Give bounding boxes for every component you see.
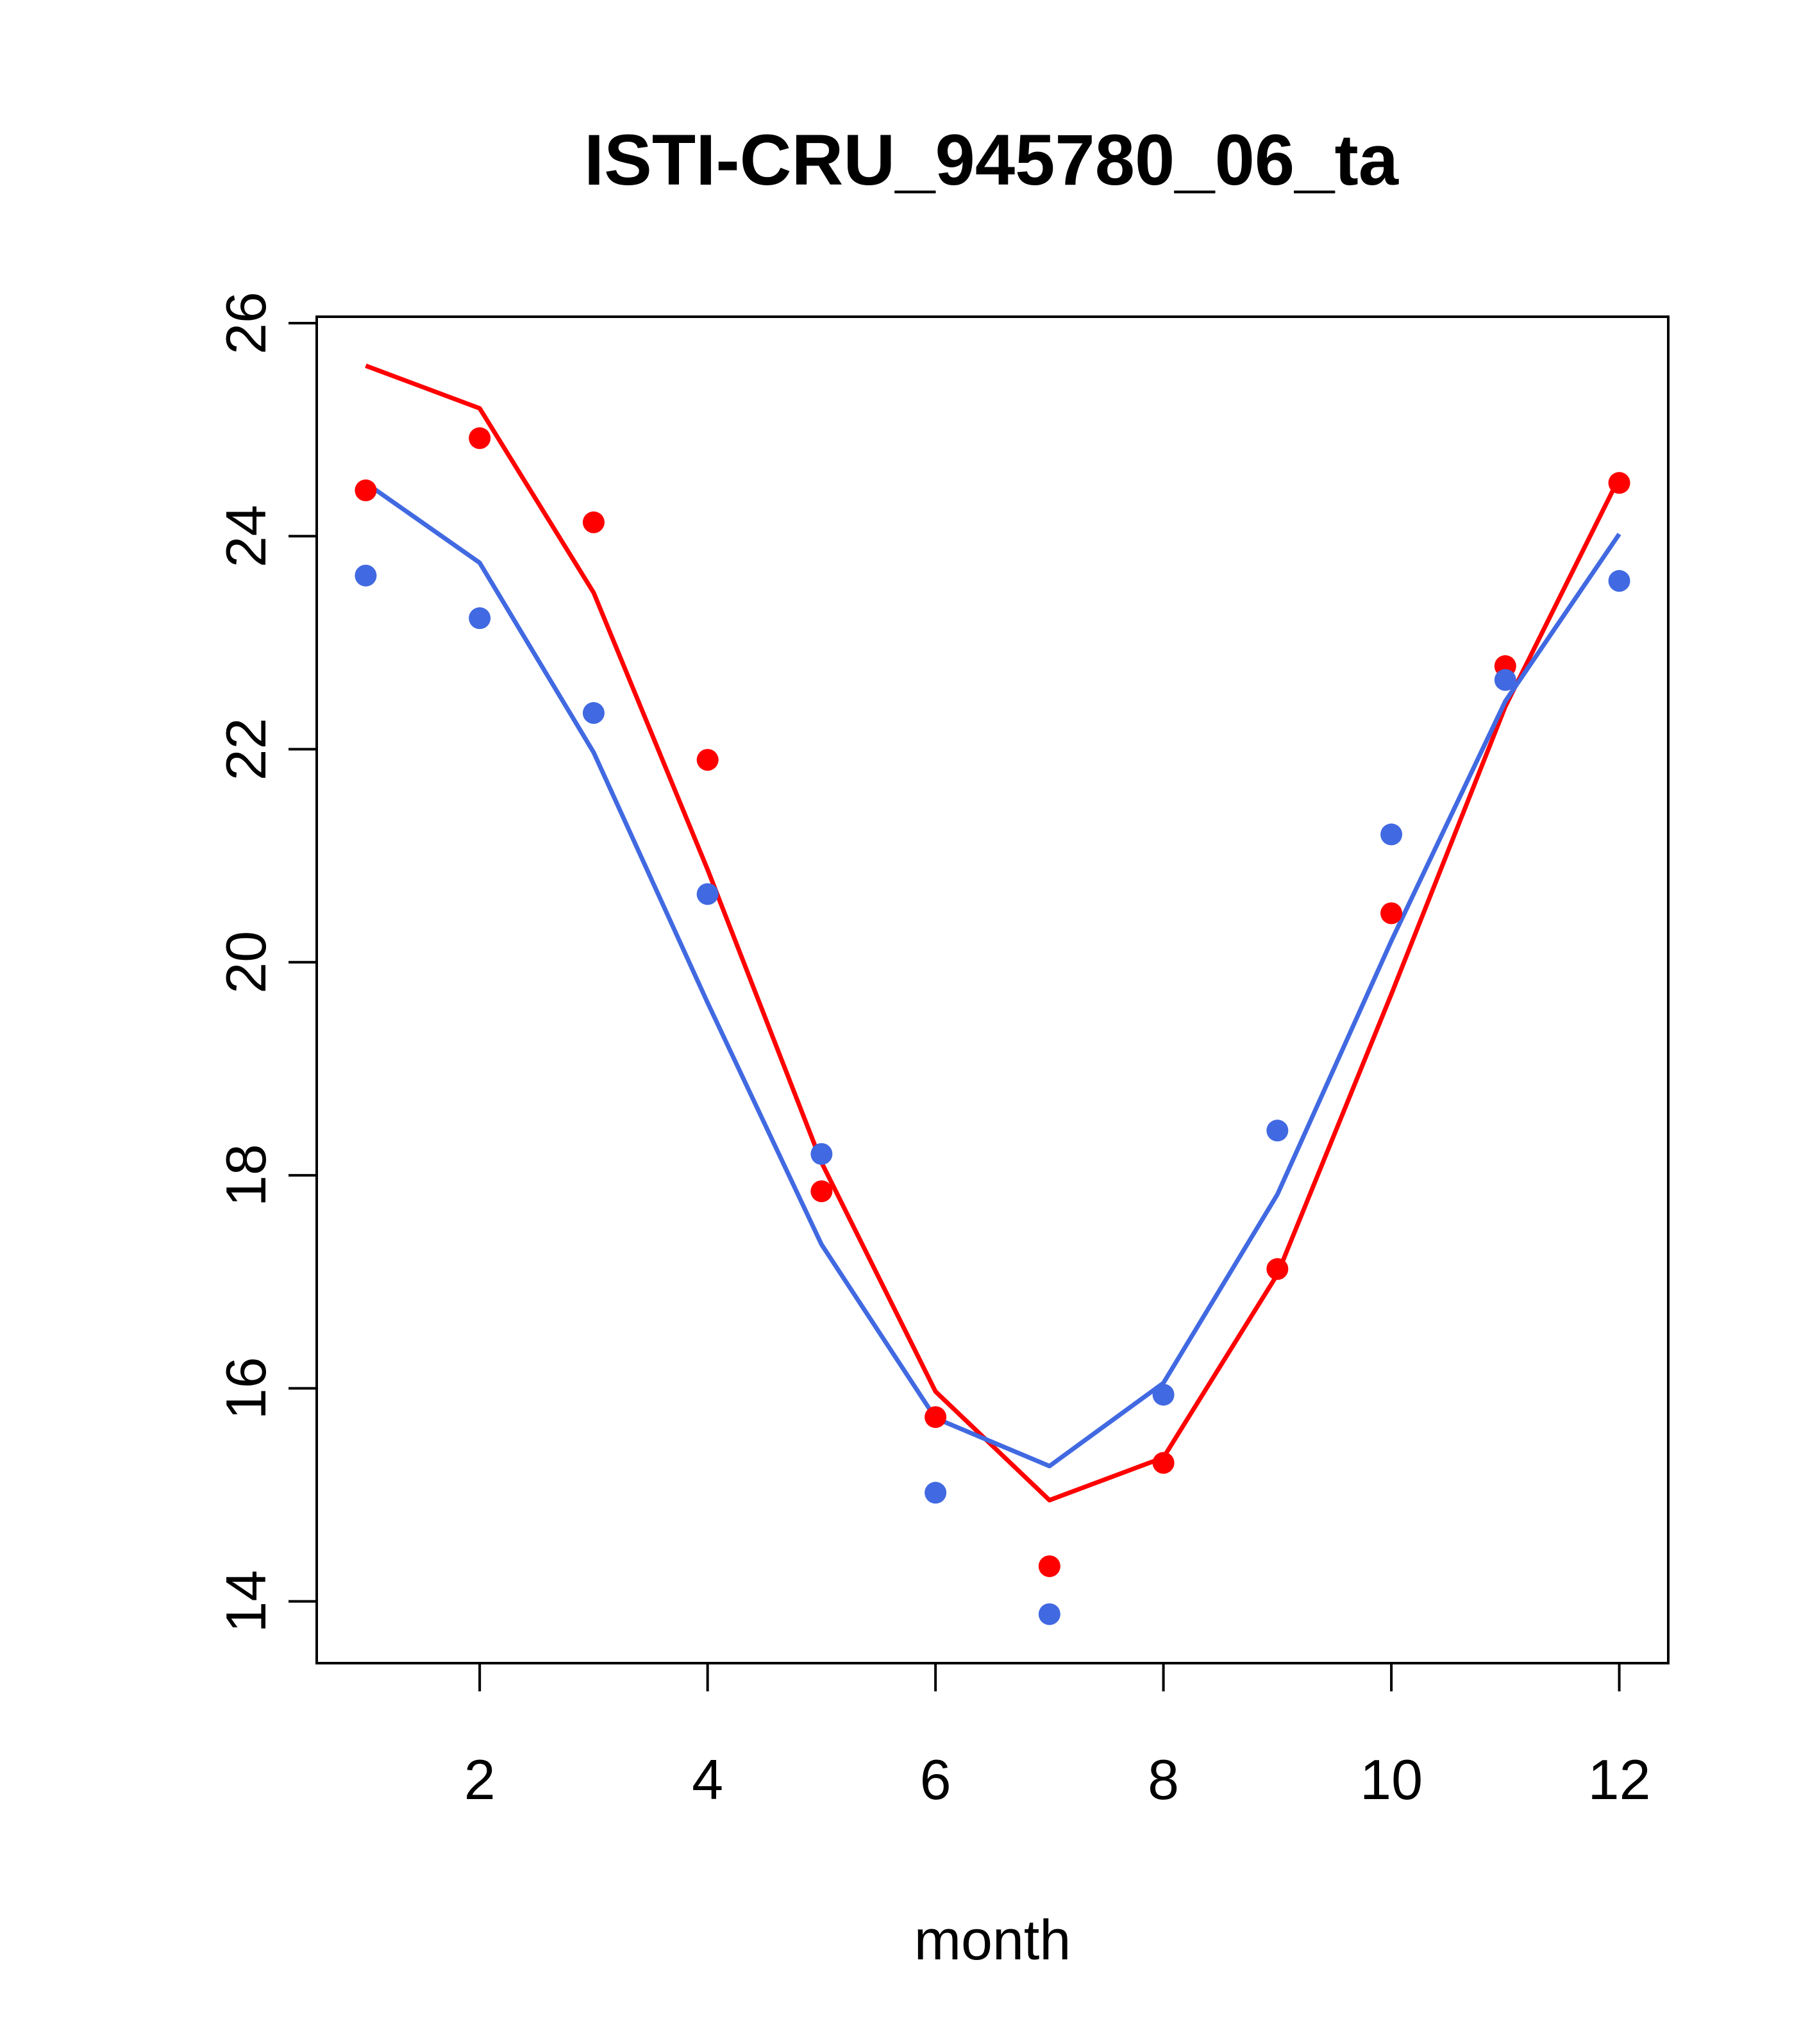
data-point-red xyxy=(696,749,719,771)
data-point-blue xyxy=(1494,669,1516,691)
data-point-blue xyxy=(1266,1119,1289,1142)
x-tick-label: 8 xyxy=(1148,1748,1179,1811)
data-point-blue xyxy=(582,702,605,725)
plot-frame xyxy=(315,315,1670,1664)
series-points xyxy=(355,427,1630,1625)
data-point-red xyxy=(1152,1452,1175,1474)
data-point-blue xyxy=(810,1143,833,1165)
data-point-red xyxy=(1266,1258,1289,1280)
x-tick-label: 4 xyxy=(692,1748,723,1811)
data-point-blue xyxy=(696,883,719,905)
y-tick-label: 18 xyxy=(214,1144,278,1207)
x-tick-label: 10 xyxy=(1360,1748,1423,1811)
series-lines xyxy=(364,364,1621,1503)
data-point-red xyxy=(810,1180,833,1203)
data-point-red xyxy=(469,427,491,449)
y-axis: 14 16 18 20 22 24 26 xyxy=(214,292,318,1633)
data-point-red xyxy=(582,511,605,533)
x-axis: 2 4 6 8 10 12 xyxy=(464,1662,1651,1811)
series-line-red xyxy=(365,364,1621,1503)
data-point-blue xyxy=(1152,1384,1175,1406)
y-tick-label: 14 xyxy=(214,1570,278,1633)
y-tick-label: 26 xyxy=(214,292,278,355)
x-tick-label: 6 xyxy=(920,1748,951,1811)
data-point-blue xyxy=(469,607,491,630)
data-point-red xyxy=(1038,1555,1060,1577)
series-line-blue xyxy=(364,481,1621,1469)
chart-title: ISTI-CRU_945780_06_ta xyxy=(584,120,1399,200)
x-axis-label: month xyxy=(914,1908,1071,1972)
data-point-blue xyxy=(1038,1603,1060,1625)
data-point-red xyxy=(1380,902,1403,925)
data-point-blue xyxy=(355,564,377,587)
data-point-red xyxy=(925,1406,947,1428)
y-tick-label: 24 xyxy=(214,505,278,567)
x-tick-label: 2 xyxy=(464,1748,496,1811)
data-point-red xyxy=(355,479,377,501)
data-point-red xyxy=(1608,472,1630,494)
data-point-blue xyxy=(925,1482,947,1504)
data-point-blue xyxy=(1608,570,1630,592)
y-tick-label: 16 xyxy=(214,1357,278,1420)
y-tick-label: 20 xyxy=(214,931,278,994)
x-tick-label: 12 xyxy=(1588,1748,1651,1811)
y-tick-label: 22 xyxy=(214,718,278,781)
data-point-blue xyxy=(1380,823,1403,846)
